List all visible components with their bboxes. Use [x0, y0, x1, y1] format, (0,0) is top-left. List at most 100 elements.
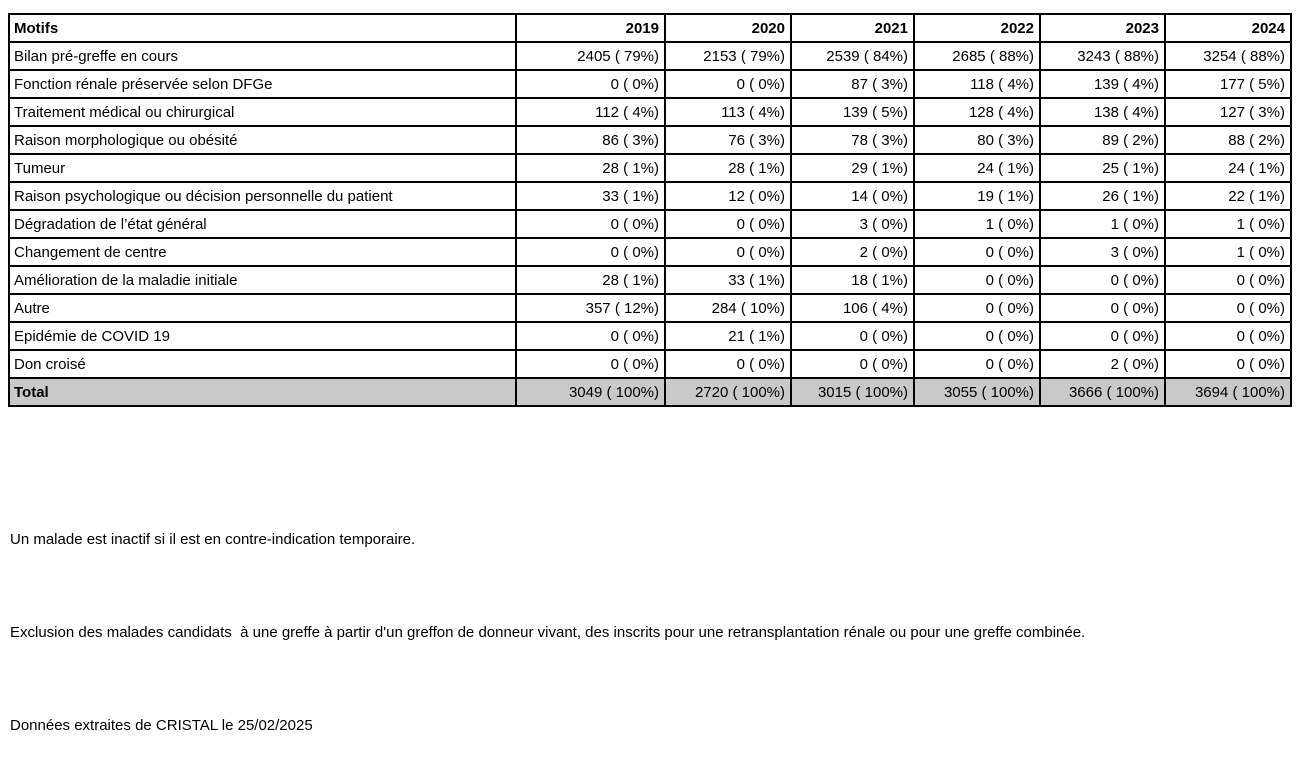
value-cell: 14 ( 0%): [790, 181, 915, 211]
value-cell: 0 ( 0%): [913, 293, 1041, 323]
value-cell: 0 ( 0%): [1164, 293, 1292, 323]
value-cell: 88 ( 2%): [1164, 125, 1292, 155]
motif-label: Dégradation de l’état général: [8, 209, 517, 239]
value-cell: 0 ( 0%): [515, 69, 666, 99]
header-year-2019: 2019: [515, 13, 666, 43]
value-cell: 80 ( 3%): [913, 125, 1041, 155]
value-cell: 112 ( 4%): [515, 97, 666, 127]
value-cell: 33 ( 1%): [664, 265, 792, 295]
header-year-2021: 2021: [790, 13, 915, 43]
value-cell: 106 ( 4%): [790, 293, 915, 323]
value-cell: 0 ( 0%): [664, 209, 792, 239]
value-cell: 138 ( 4%): [1039, 97, 1166, 127]
value-cell: 29 ( 1%): [790, 153, 915, 183]
value-cell: 1 ( 0%): [1164, 209, 1292, 239]
value-cell: 0 ( 0%): [515, 321, 666, 351]
table-row: Epidémie de COVID 19 0 ( 0%) 21 ( 1%) 0 …: [8, 321, 1292, 351]
value-cell: 24 ( 1%): [1164, 153, 1292, 183]
table-row: Fonction rénale préservée selon DFGe 0 (…: [8, 69, 1292, 99]
table-header-row: Motifs 2019 2020 2021 2022 2023 2024: [8, 13, 1292, 43]
value-cell: 0 ( 0%): [913, 265, 1041, 295]
value-cell: 86 ( 3%): [515, 125, 666, 155]
value-cell: 3243 ( 88%): [1039, 41, 1166, 71]
table-row: Dégradation de l’état général 0 ( 0%) 0 …: [8, 209, 1292, 239]
value-cell: 1 ( 0%): [1039, 209, 1166, 239]
value-cell: 3 ( 0%): [1039, 237, 1166, 267]
motif-label: Changement de centre: [8, 237, 517, 267]
table-row: Raison morphologique ou obésité 86 ( 3%)…: [8, 125, 1292, 155]
value-cell: 139 ( 4%): [1039, 69, 1166, 99]
value-cell: 0 ( 0%): [664, 69, 792, 99]
value-cell: 0 ( 0%): [1164, 265, 1292, 295]
motif-label: Don croisé: [8, 349, 517, 379]
footnote-data-source: Données extraites de CRISTAL le 25/02/20…: [10, 717, 313, 734]
value-cell: 76 ( 3%): [664, 125, 792, 155]
header-year-2024: 2024: [1164, 13, 1292, 43]
value-cell: 0 ( 0%): [515, 349, 666, 379]
table-row: Tumeur 28 ( 1%) 28 ( 1%) 29 ( 1%) 24 ( 1…: [8, 153, 1292, 183]
value-cell: 87 ( 3%): [790, 69, 915, 99]
header-year-2023: 2023: [1039, 13, 1166, 43]
value-cell: 2685 ( 88%): [913, 41, 1041, 71]
table-row: Bilan pré-greffe en cours 2405 ( 79%) 21…: [8, 41, 1292, 71]
total-value-cell: 3666 ( 100%): [1039, 377, 1166, 407]
table-total-row: Total 3049 ( 100%) 2720 ( 100%) 3015 ( 1…: [8, 377, 1292, 407]
motif-label: Fonction rénale préservée selon DFGe: [8, 69, 517, 99]
value-cell: 2405 ( 79%): [515, 41, 666, 71]
value-cell: 0 ( 0%): [1039, 265, 1166, 295]
value-cell: 3254 ( 88%): [1164, 41, 1292, 71]
header-motifs: Motifs: [8, 13, 517, 43]
value-cell: 0 ( 0%): [1164, 349, 1292, 379]
value-cell: 0 ( 0%): [1039, 293, 1166, 323]
value-cell: 127 ( 3%): [1164, 97, 1292, 127]
motif-label: Raison psychologique ou décision personn…: [8, 181, 517, 211]
value-cell: 2153 ( 79%): [664, 41, 792, 71]
motif-label: Epidémie de COVID 19: [8, 321, 517, 351]
value-cell: 0 ( 0%): [1164, 321, 1292, 351]
value-cell: 113 ( 4%): [664, 97, 792, 127]
table-row: Don croisé 0 ( 0%) 0 ( 0%) 0 ( 0%) 0 ( 0…: [8, 349, 1292, 379]
value-cell: 118 ( 4%): [913, 69, 1041, 99]
total-value-cell: 3694 ( 100%): [1164, 377, 1292, 407]
value-cell: 177 ( 5%): [1164, 69, 1292, 99]
header-year-2022: 2022: [913, 13, 1041, 43]
total-value-cell: 3015 ( 100%): [790, 377, 915, 407]
table-row: Autre 357 ( 12%) 284 ( 10%) 106 ( 4%) 0 …: [8, 293, 1292, 323]
value-cell: 28 ( 1%): [515, 153, 666, 183]
value-cell: 0 ( 0%): [913, 237, 1041, 267]
value-cell: 89 ( 2%): [1039, 125, 1166, 155]
total-label: Total: [8, 377, 517, 407]
value-cell: 24 ( 1%): [913, 153, 1041, 183]
value-cell: 0 ( 0%): [664, 237, 792, 267]
value-cell: 1 ( 0%): [913, 209, 1041, 239]
table-row: Amélioration de la maladie initiale 28 (…: [8, 265, 1292, 295]
value-cell: 0 ( 0%): [913, 321, 1041, 351]
motif-label: Tumeur: [8, 153, 517, 183]
value-cell: 26 ( 1%): [1039, 181, 1166, 211]
value-cell: 12 ( 0%): [664, 181, 792, 211]
motifs-by-year-table: Motifs 2019 2020 2021 2022 2023 2024 Bil…: [8, 13, 1292, 407]
total-value-cell: 3055 ( 100%): [913, 377, 1041, 407]
value-cell: 2 ( 0%): [790, 237, 915, 267]
value-cell: 284 ( 10%): [664, 293, 792, 323]
value-cell: 139 ( 5%): [790, 97, 915, 127]
table-row: Traitement médical ou chirurgical 112 ( …: [8, 97, 1292, 127]
value-cell: 0 ( 0%): [515, 237, 666, 267]
value-cell: 22 ( 1%): [1164, 181, 1292, 211]
value-cell: 2 ( 0%): [1039, 349, 1166, 379]
value-cell: 0 ( 0%): [1039, 321, 1166, 351]
table-row: Raison psychologique ou décision personn…: [8, 181, 1292, 211]
value-cell: 0 ( 0%): [790, 349, 915, 379]
value-cell: 128 ( 4%): [913, 97, 1041, 127]
value-cell: 78 ( 3%): [790, 125, 915, 155]
header-year-2020: 2020: [664, 13, 792, 43]
value-cell: 357 ( 12%): [515, 293, 666, 323]
value-cell: 18 ( 1%): [790, 265, 915, 295]
value-cell: 25 ( 1%): [1039, 153, 1166, 183]
motif-label: Autre: [8, 293, 517, 323]
value-cell: 0 ( 0%): [515, 209, 666, 239]
value-cell: 0 ( 0%): [664, 349, 792, 379]
total-value-cell: 2720 ( 100%): [664, 377, 792, 407]
value-cell: 33 ( 1%): [515, 181, 666, 211]
value-cell: 28 ( 1%): [515, 265, 666, 295]
